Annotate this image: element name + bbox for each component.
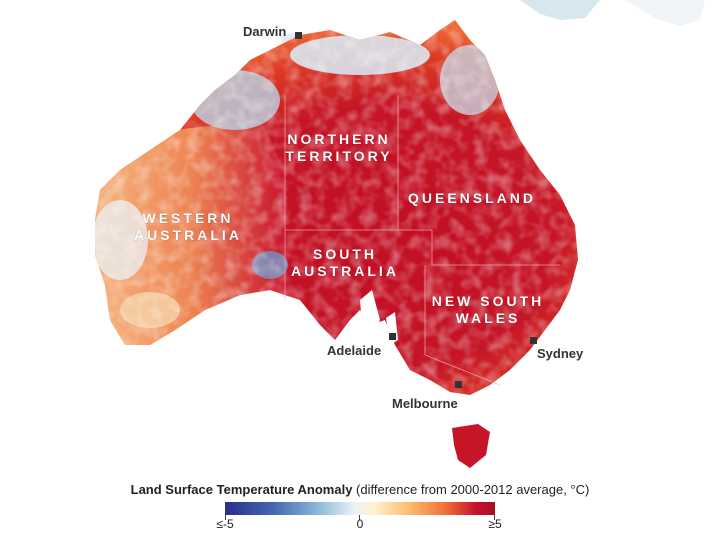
city-label: Sydney (537, 346, 584, 361)
legend-title: Land Surface Temperature Anomaly (differ… (0, 482, 720, 497)
legend: Land Surface Temperature Anomaly (differ… (0, 482, 720, 531)
legend-title-rest: (difference from 2000-2012 average, °C) (352, 482, 590, 497)
legend-tick-max (494, 515, 495, 520)
spencer-gulf (360, 290, 380, 335)
state-borders (284, 95, 560, 386)
city-darwin: Darwin (243, 24, 302, 39)
city-sydney: Sydney (530, 337, 584, 361)
label-south-australia: SOUTH AUSTRALIA (291, 246, 399, 279)
city-melbourne: Melbourne (392, 381, 462, 411)
legend-labels: ≤-5 0 ≥5 (216, 515, 501, 531)
legend-max-label: ≥5 (488, 517, 502, 531)
city-label: Melbourne (392, 396, 458, 411)
legend-title-bold: Land Surface Temperature Anomaly (130, 482, 353, 497)
state-labels: NORTHERN TERRITORY QUEENSLAND WESTERN AUST… (134, 131, 545, 327)
legend-colorbar (225, 502, 495, 520)
legend-gradient (225, 502, 495, 515)
city-label: Adelaide (327, 343, 381, 358)
label-queensland: QUEENSLAND (408, 190, 536, 206)
city-marker (455, 381, 462, 388)
legend-min-label: ≤-5 (216, 517, 234, 531)
legend-tick-mid (359, 515, 360, 520)
label-new-south-wales: NEW SOUTH WALES (432, 293, 545, 326)
city-marker (295, 32, 302, 39)
tasmania (452, 424, 490, 468)
city-marker (389, 333, 396, 340)
city-label: Darwin (243, 24, 286, 39)
city-adelaide: Adelaide (327, 333, 396, 358)
label-northern-territory: NORTHERN TERRITORY (285, 131, 392, 164)
legend-mid-label: 0 (356, 517, 364, 531)
city-marker (530, 337, 537, 344)
label-western-australia: WESTERN AUSTRALIA (134, 210, 242, 243)
legend-tick-min (225, 515, 226, 520)
